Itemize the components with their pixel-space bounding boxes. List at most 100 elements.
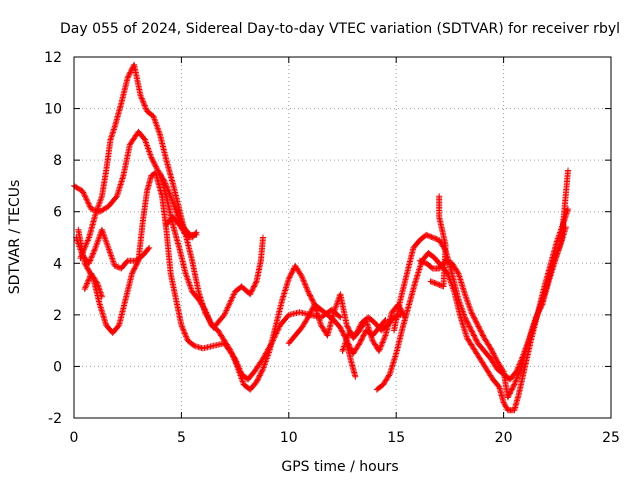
data-point (85, 276, 92, 283)
data-point (183, 232, 190, 239)
data-point (515, 371, 522, 378)
data-point (183, 333, 190, 340)
data-point (385, 372, 392, 379)
data-point (336, 313, 343, 320)
data-point (84, 280, 91, 287)
data-point (352, 373, 359, 380)
data-point (473, 337, 480, 344)
data-point (379, 339, 386, 346)
data-point (343, 322, 350, 329)
data-point (511, 381, 518, 388)
data-point (230, 354, 237, 361)
data-point (380, 336, 387, 343)
data-point (354, 327, 361, 334)
data-point (93, 279, 100, 286)
data-point (378, 342, 385, 349)
data-point (468, 327, 475, 334)
data-point (248, 288, 255, 295)
data-point (474, 322, 481, 329)
data-point (90, 250, 97, 257)
data-point (308, 296, 315, 303)
data-point (227, 347, 234, 354)
data-point (474, 320, 481, 327)
data-point (148, 155, 155, 162)
data-point (418, 258, 425, 265)
data-point (344, 323, 351, 330)
data-point (419, 258, 426, 265)
data-point (305, 288, 312, 295)
data-point (289, 268, 296, 275)
data-point (431, 235, 438, 242)
data-point (489, 349, 496, 356)
data-point (307, 292, 314, 299)
data-point (495, 382, 502, 389)
y-tick-label: 4 (53, 256, 62, 272)
x-axis-label: GPS time / hours (281, 459, 398, 475)
data-point (299, 275, 306, 282)
data-point (230, 353, 237, 360)
y-tick-label: -2 (48, 411, 62, 427)
data-point (353, 331, 360, 338)
y-tick-label: 10 (44, 102, 62, 118)
data-point (381, 335, 388, 342)
data-point (475, 323, 482, 330)
data-point (454, 269, 461, 276)
data-point (428, 278, 435, 285)
data-point (297, 271, 304, 278)
data-point (86, 201, 93, 208)
data-point (203, 310, 210, 317)
data-point (139, 98, 146, 105)
data-point (472, 318, 479, 325)
data-point (505, 393, 512, 400)
data-point (90, 249, 97, 256)
data-point (478, 329, 485, 336)
data-point (436, 193, 443, 200)
data-point (228, 297, 235, 304)
data-point (181, 330, 188, 337)
data-point (381, 333, 388, 340)
data-point (125, 72, 132, 79)
data-point (142, 105, 149, 112)
data-point (480, 333, 487, 340)
data-point (339, 329, 346, 336)
data-point (84, 197, 91, 204)
data-point (249, 286, 256, 293)
data-point (82, 283, 89, 290)
data-point (356, 323, 363, 330)
series-track-i (339, 311, 404, 354)
data-point (471, 333, 478, 340)
data-point (302, 283, 309, 290)
data-point (180, 327, 187, 334)
data-point (479, 331, 486, 338)
data-point (226, 301, 233, 308)
data-point (305, 314, 312, 321)
tick-labels: 0 5 10 15 20 25 -2 0 2 4 6 8 10 12 (44, 50, 620, 446)
data-point (337, 326, 344, 333)
grid (74, 57, 611, 418)
data-point (87, 257, 94, 264)
series-track-n (427, 193, 449, 290)
data-point (80, 190, 87, 197)
data-point (469, 328, 476, 335)
data-point (555, 247, 562, 254)
series-track-j (343, 340, 359, 380)
data-point (303, 285, 310, 292)
data-point (179, 324, 186, 331)
data-point (113, 263, 120, 270)
data-point (310, 298, 317, 305)
data-point (126, 70, 133, 77)
data-point (503, 404, 510, 411)
data-point (82, 284, 89, 291)
data-point (445, 258, 452, 265)
data-point (376, 346, 383, 353)
data-point (182, 332, 189, 339)
data-point (202, 308, 209, 315)
data-point (377, 343, 384, 350)
data-point (502, 402, 509, 409)
data-point (178, 323, 185, 330)
data-point (233, 360, 240, 367)
data-point (358, 336, 365, 343)
data-point (553, 251, 560, 258)
data-point (138, 94, 145, 101)
data-point (145, 245, 152, 252)
